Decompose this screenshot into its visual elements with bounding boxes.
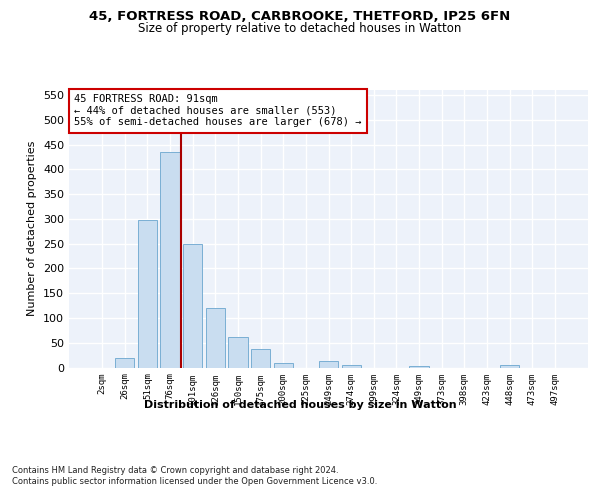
Text: 45, FORTRESS ROAD, CARBROOKE, THETFORD, IP25 6FN: 45, FORTRESS ROAD, CARBROOKE, THETFORD, … [89,10,511,23]
Bar [183,244,202,368]
Text: Contains HM Land Registry data © Crown copyright and database right 2024.: Contains HM Land Registry data © Crown c… [12,466,338,475]
Bar [274,362,293,368]
Bar [409,366,428,368]
Text: Size of property relative to detached houses in Watton: Size of property relative to detached ho… [139,22,461,35]
Text: 45 FORTRESS ROAD: 91sqm
← 44% of detached houses are smaller (553)
55% of semi-d: 45 FORTRESS ROAD: 91sqm ← 44% of detache… [74,94,362,128]
Y-axis label: Number of detached properties: Number of detached properties [28,141,37,316]
Bar [319,361,338,368]
Bar [138,220,157,368]
Bar [206,308,225,368]
Text: Contains public sector information licensed under the Open Government Licence v3: Contains public sector information licen… [12,478,377,486]
Bar [341,364,361,368]
Text: Distribution of detached houses by size in Watton: Distribution of detached houses by size … [143,400,457,410]
Bar [251,349,270,368]
Bar [115,358,134,368]
Bar [229,337,248,368]
Bar [160,152,180,368]
Bar [500,365,519,368]
